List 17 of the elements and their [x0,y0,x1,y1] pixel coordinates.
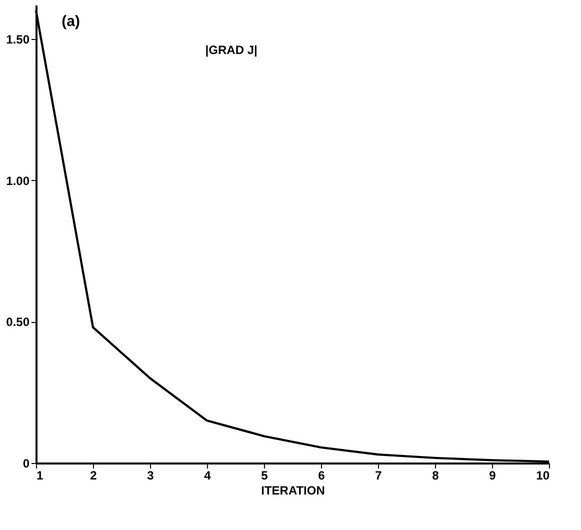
y-tick-label: 1.00 [6,174,30,188]
annotation: |GRAD J| [205,43,258,57]
annotation: (a) [62,13,80,30]
x-tick-label: 4 [204,468,212,482]
x-tick-label: 7 [375,468,382,482]
x-tick-label: 3 [147,468,154,482]
x-tick-label: 2 [90,468,98,482]
x-tick-label: 10 [536,468,550,482]
x-tick-label: 6 [318,468,326,482]
x-tick-label: 1 [36,468,44,482]
x-tick-label: 9 [489,468,496,482]
x-tick-label: 5 [261,468,268,482]
y-tick-label: 0 [22,456,30,470]
x-tick-label: 8 [432,468,440,482]
x-axis-title: ITERATION [261,484,325,498]
y-tick-label: 1.50 [6,32,30,46]
y-tick-label: 0.50 [6,315,30,330]
